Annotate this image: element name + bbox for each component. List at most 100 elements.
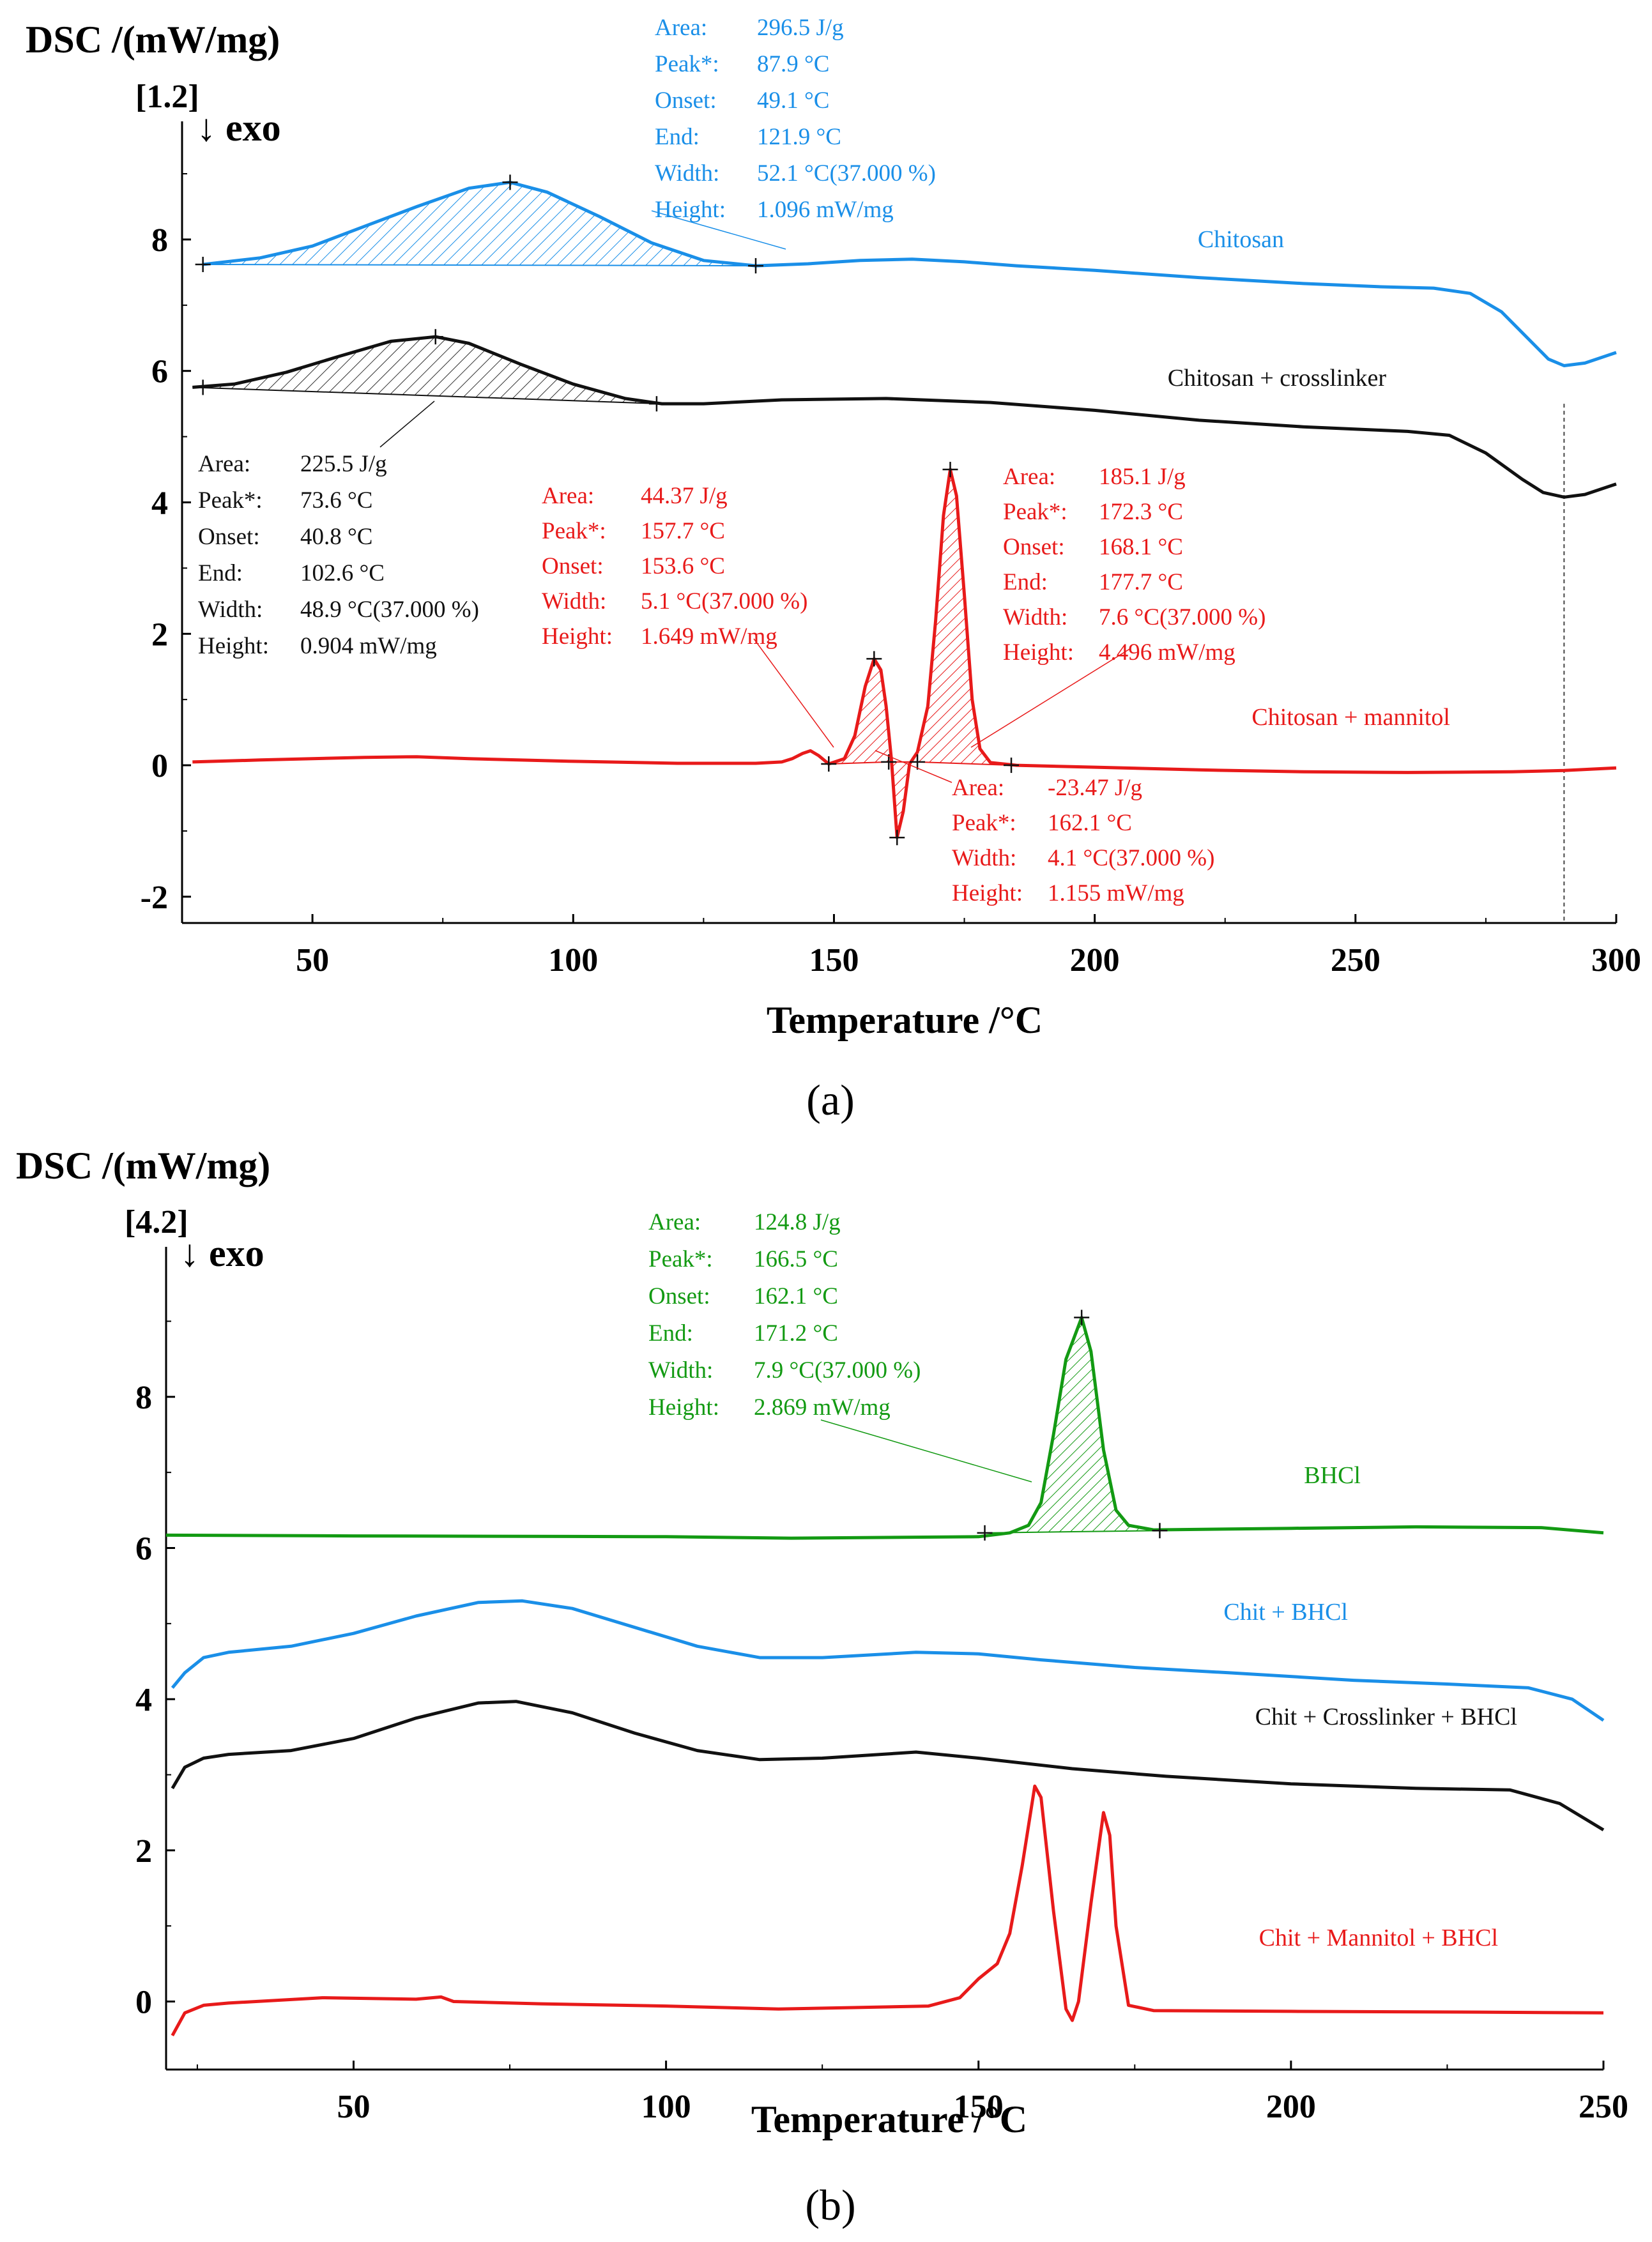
peak-annotation-3: Area: 44.37 J/g Peak*: 157.7 °C Onset: 153.6 … bbox=[542, 483, 807, 650]
annotation-value: 166.5 °C bbox=[754, 1246, 838, 1272]
panel-b-leaders bbox=[820, 1419, 1032, 1483]
panel-b-markers bbox=[977, 1309, 1168, 1541]
annotation-value: 162.1 °C bbox=[1048, 810, 1132, 836]
annotation-key: Height: bbox=[655, 197, 726, 223]
series-line-2 bbox=[192, 335, 1617, 499]
annotation-key: End: bbox=[1003, 569, 1048, 595]
cross-marker bbox=[748, 258, 763, 274]
annotation-value: 7.6 °C(37.000 %) bbox=[1099, 604, 1266, 630]
cross-marker bbox=[427, 329, 443, 345]
annotation-value: 121.9 °C bbox=[757, 124, 841, 150]
annotation-value: 1.096 mW/mg bbox=[757, 197, 894, 223]
panel-b-exo-label: ↓ exo bbox=[180, 1232, 264, 1274]
annotation-leader bbox=[379, 400, 435, 448]
panel-b-x-axis-title: Temperature /°C bbox=[751, 2098, 1027, 2140]
annotation-key: Area: bbox=[952, 775, 1004, 801]
annotation-value: -23.47 J/g bbox=[1048, 775, 1142, 801]
integration-baseline-2 bbox=[192, 386, 662, 405]
annotation-leader bbox=[875, 750, 952, 783]
y-tick-label: 2 bbox=[151, 616, 168, 653]
annotation-value: 102.6 °C bbox=[300, 560, 385, 586]
cross-marker bbox=[977, 1525, 993, 1541]
integration-area-3 bbox=[829, 659, 889, 764]
cross-marker bbox=[942, 462, 958, 478]
annotation-key: Peak*: bbox=[198, 487, 263, 514]
cross-marker bbox=[195, 379, 211, 395]
annotation-key: Height: bbox=[952, 880, 1023, 906]
annotation-key: Area: bbox=[198, 451, 250, 477]
integration-area-2 bbox=[192, 337, 662, 404]
annotation-value: 177.7 °C bbox=[1099, 569, 1183, 595]
integration-baseline-1 bbox=[203, 264, 756, 267]
integration-baseline-5 bbox=[917, 761, 1012, 766]
cross-marker bbox=[502, 174, 518, 190]
y-tick-label: 6 bbox=[151, 354, 168, 390]
y-tick-label: 4 bbox=[151, 485, 168, 521]
panel-b-scale-label: [4.2] bbox=[125, 1204, 188, 1240]
annotation-value: 4.1 °C(37.000 %) bbox=[1048, 845, 1214, 871]
panel-a: DSC /(mW/mg) [1.2] ↓ exo -2 0 2 4 6 8 50 100 150… bbox=[26, 15, 1641, 1124]
series-line-4 bbox=[171, 1784, 1604, 2037]
annotation-leader bbox=[820, 1419, 1032, 1483]
annotation-key: Width: bbox=[198, 597, 263, 623]
panel-b-baselines bbox=[984, 1530, 1160, 1534]
panel-a-markers bbox=[195, 174, 1020, 846]
annotation-leader bbox=[753, 638, 834, 748]
panel-b-fills bbox=[984, 1317, 1160, 1533]
annotation-value: 153.6 °C bbox=[641, 553, 725, 579]
annotation-value: 171.2 °C bbox=[754, 1320, 838, 1346]
panel-a-series-labels: Chitosan Chitosan + crosslinker Chitosan +… bbox=[1168, 226, 1450, 731]
annotation-value: 225.5 J/g bbox=[300, 451, 387, 477]
annotation-key: Peak*: bbox=[952, 810, 1016, 836]
annotation-key: Height: bbox=[1003, 639, 1074, 666]
annotation-value: 5.1 °C(37.000 %) bbox=[641, 588, 807, 614]
series-line-2 bbox=[171, 1599, 1605, 1722]
y-tick-label: 8 bbox=[151, 222, 168, 259]
panel-a-baselines bbox=[192, 264, 1012, 766]
panel-b-caption: (b) bbox=[805, 2181, 855, 2229]
annotation-value: 1.649 mW/mg bbox=[641, 623, 777, 650]
panel-b-series-labels: BHCl Chit + BHCl Chit + Crosslinker + BHCl… bbox=[1223, 1462, 1517, 1951]
panel-b: DSC /(mW/mg) [4.2] ↓ exo 0 2 4 6 8 50 100 150 20… bbox=[16, 1145, 1628, 2229]
annotation-key: Height: bbox=[648, 1394, 719, 1421]
annotation-key: Onset: bbox=[648, 1283, 710, 1309]
x-tick-label: 250 bbox=[1579, 2089, 1628, 2125]
panel-b-y-axis-title: DSC /(mW/mg) bbox=[16, 1145, 270, 1187]
annotation-value: 185.1 J/g bbox=[1099, 464, 1186, 490]
series-line-1 bbox=[203, 180, 1617, 367]
x-tick-label: 50 bbox=[337, 2089, 370, 2125]
x-tick-label: 100 bbox=[641, 2089, 691, 2125]
panel-a-scale-label: [1.2] bbox=[135, 79, 199, 115]
annotation-key: Onset: bbox=[198, 524, 260, 550]
annotation-key: Peak*: bbox=[542, 518, 606, 544]
annotation-value: 49.1 °C bbox=[757, 88, 829, 114]
panel-a-leaders bbox=[379, 210, 1131, 783]
annotation-value: 0.904 mW/mg bbox=[300, 633, 437, 659]
cross-marker bbox=[648, 396, 664, 412]
integration-baseline-1 bbox=[984, 1530, 1160, 1534]
panel-a-y-axis-title: DSC /(mW/mg) bbox=[26, 19, 280, 61]
y-tick-label: 0 bbox=[135, 1985, 152, 2021]
annotation-key: Area: bbox=[655, 15, 707, 41]
annotation-key: Peak*: bbox=[1003, 499, 1067, 525]
series-label-1: BHCl bbox=[1304, 1462, 1361, 1489]
annotation-key: Peak*: bbox=[648, 1246, 713, 1272]
annotation-leader bbox=[651, 210, 786, 250]
annotation-key: Onset: bbox=[542, 553, 604, 579]
y-tick-label: -2 bbox=[141, 880, 168, 916]
x-tick-label: 200 bbox=[1070, 942, 1120, 979]
series-label-2: Chit + BHCl bbox=[1223, 1599, 1348, 1626]
annotation-leader bbox=[970, 648, 1131, 748]
y-tick-label: 0 bbox=[151, 748, 168, 784]
annotation-value: 73.6 °C bbox=[300, 487, 372, 514]
peak-annotation-5: Area: -23.47 J/g Peak*: 162.1 °C Width: 4.1 °… bbox=[952, 775, 1214, 906]
annotation-key: Onset: bbox=[655, 88, 717, 114]
series-label-1: Chitosan bbox=[1198, 226, 1284, 253]
annotation-value: 44.37 J/g bbox=[641, 483, 728, 509]
annotation-value: 87.9 °C bbox=[757, 51, 829, 77]
panel-a-series bbox=[192, 180, 1617, 839]
annotation-key: Width: bbox=[952, 845, 1016, 871]
annotation-value: 296.5 J/g bbox=[757, 15, 844, 41]
integration-area-5 bbox=[917, 469, 1012, 766]
